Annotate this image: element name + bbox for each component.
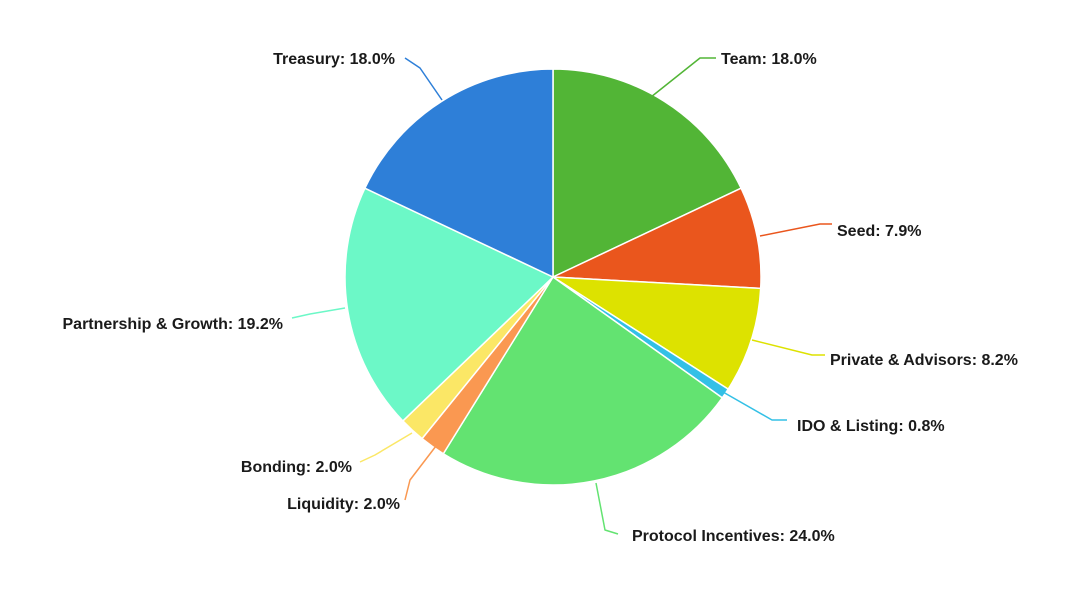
data-label-ido-and-listing: IDO & Listing: 0.8% (797, 418, 945, 435)
data-label-treasury: Treasury: 18.0% (273, 51, 395, 68)
connector-partnership-and-growth (291, 307, 346, 319)
pie-slice-partnership-and-growth (344, 187, 554, 422)
pie-slice-seed (552, 187, 762, 290)
pie-slice-private-and-advisors (552, 276, 762, 390)
data-label-team: Team: 18.0% (721, 51, 817, 68)
connectors-layer (291, 57, 832, 535)
connector-treasury (404, 57, 443, 101)
connector-protocol-incentives (595, 482, 619, 535)
data-label-private-and-advisors: Private & Advisors: 8.2% (830, 352, 1018, 369)
connector-liquidity (404, 445, 437, 501)
data-label-liquidity: Liquidity: 2.0% (287, 496, 400, 513)
slices-layer (344, 68, 762, 486)
data-label-bonding: Bonding: 2.0% (241, 459, 352, 476)
data-label-protocol-incentives: Protocol Incentives: 24.0% (632, 528, 835, 545)
connector-team (645, 57, 716, 102)
pie-slice-team (552, 68, 742, 278)
connector-ido-and-listing (722, 391, 787, 421)
pie-slice-protocol-incentives (442, 276, 724, 486)
labels-layer: Team: 18.0% Seed: 7.9% Private & Advisors:… (63, 51, 1018, 545)
connector-seed (759, 223, 832, 237)
pie-slice-treasury (364, 68, 554, 278)
connector-private-and-advisors (751, 339, 825, 356)
data-label-partnership-and-growth: Partnership & Growth: 19.2% (63, 316, 284, 333)
data-label-seed: Seed: 7.9% (837, 223, 921, 240)
connector-bonding (359, 432, 413, 463)
